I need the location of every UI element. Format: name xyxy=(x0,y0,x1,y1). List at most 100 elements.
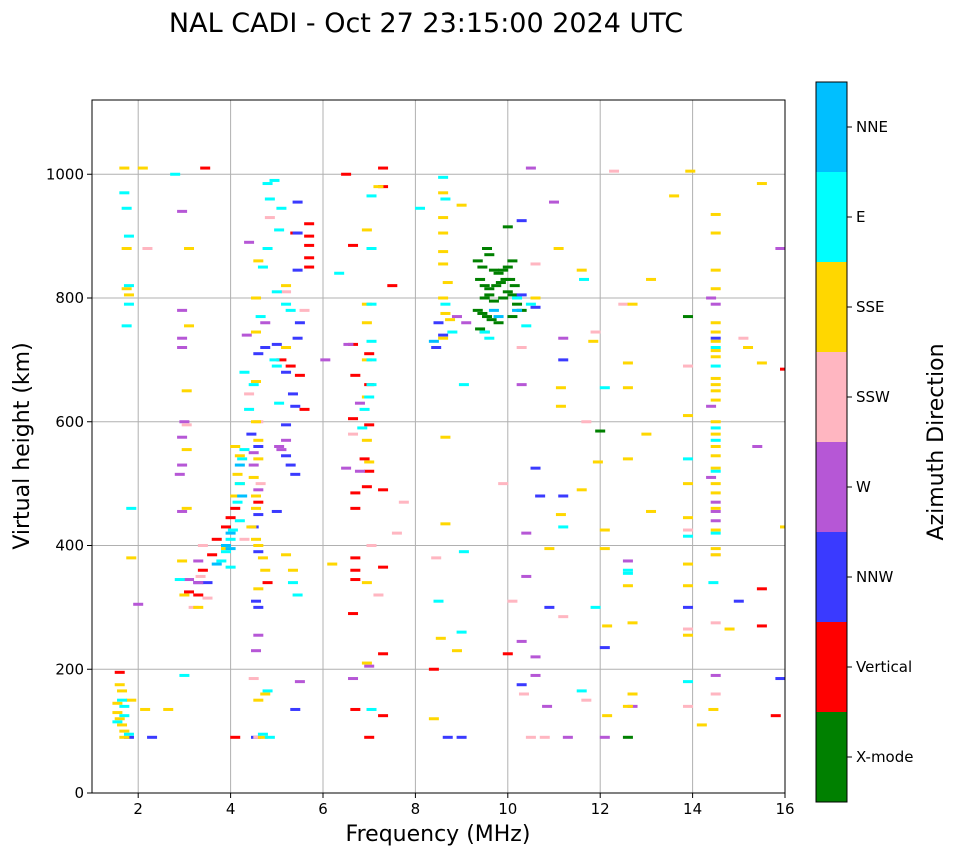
data-point xyxy=(599,735,610,739)
data-point xyxy=(502,290,513,294)
data-point xyxy=(398,500,409,504)
data-point xyxy=(479,296,490,300)
data-point xyxy=(682,457,693,461)
data-point xyxy=(733,599,744,603)
data-point xyxy=(512,302,523,306)
y-tick-label: 200 xyxy=(55,660,84,678)
data-point xyxy=(366,247,377,250)
data-point xyxy=(682,704,693,708)
data-point xyxy=(431,556,442,560)
data-point xyxy=(451,649,462,653)
data-point xyxy=(710,268,721,272)
y-tick-label: 600 xyxy=(55,413,84,431)
data-point xyxy=(682,516,693,520)
data-point xyxy=(253,605,264,609)
data-point xyxy=(200,166,211,170)
data-point xyxy=(456,203,467,207)
data-point xyxy=(117,689,128,693)
data-point xyxy=(193,581,204,585)
colorbar-swatch xyxy=(816,532,847,622)
data-point xyxy=(343,342,354,346)
data-point xyxy=(710,528,721,532)
data-point xyxy=(251,380,262,384)
data-point xyxy=(710,398,721,402)
data-point xyxy=(710,212,721,216)
data-point xyxy=(486,318,497,322)
data-point xyxy=(710,445,721,448)
data-point xyxy=(260,321,271,325)
data-point xyxy=(348,243,359,247)
data-point xyxy=(555,513,566,517)
x-axis-ticks: 2 4 6 8 10 12 14 16 xyxy=(133,793,795,818)
data-point xyxy=(366,383,377,387)
data-point xyxy=(142,247,153,250)
data-point xyxy=(179,673,190,677)
data-point xyxy=(225,537,236,541)
data-point xyxy=(595,429,606,433)
data-point xyxy=(710,547,721,551)
colorbar-tick-label: X-mode xyxy=(856,748,913,766)
data-point xyxy=(482,247,493,250)
data-point xyxy=(225,565,236,569)
data-point xyxy=(197,544,208,547)
data-point xyxy=(682,680,693,684)
data-point xyxy=(627,302,638,306)
data-point xyxy=(230,445,241,448)
data-point xyxy=(257,735,268,739)
data-point xyxy=(253,633,264,637)
data-point xyxy=(477,311,488,315)
data-point xyxy=(133,602,144,606)
data-point xyxy=(126,506,137,510)
data-point xyxy=(177,509,188,513)
x-tick-label: 12 xyxy=(591,800,610,818)
data-point xyxy=(276,358,287,362)
data-point xyxy=(285,308,296,312)
data-point xyxy=(241,333,252,337)
data-point xyxy=(710,346,721,349)
data-point xyxy=(622,584,633,588)
series-nne xyxy=(211,308,523,566)
data-point xyxy=(682,528,693,532)
data-point xyxy=(262,581,273,585)
data-point xyxy=(260,568,271,572)
data-point xyxy=(119,714,130,718)
data-point xyxy=(558,494,569,498)
data-point xyxy=(320,358,331,362)
data-point xyxy=(251,537,262,541)
data-point xyxy=(447,330,458,334)
data-point xyxy=(482,315,493,319)
data-point xyxy=(271,509,282,513)
data-point xyxy=(361,485,372,489)
data-point xyxy=(294,680,305,684)
data-point xyxy=(181,448,192,452)
data-point xyxy=(304,265,315,269)
data-point xyxy=(281,454,292,458)
data-point xyxy=(211,537,222,541)
data-point xyxy=(710,482,721,486)
data-point xyxy=(112,720,123,724)
data-point xyxy=(220,525,231,529)
data-point xyxy=(493,321,504,325)
data-point xyxy=(364,395,375,399)
data-point xyxy=(530,673,541,677)
data-point xyxy=(710,531,721,535)
data-point xyxy=(484,336,495,340)
data-point xyxy=(477,265,488,269)
data-point xyxy=(364,423,375,427)
data-point xyxy=(177,559,188,563)
data-point xyxy=(253,352,264,356)
data-point xyxy=(518,692,529,696)
data-point xyxy=(502,225,513,229)
data-point xyxy=(193,593,204,597)
data-point xyxy=(121,206,132,210)
data-point xyxy=(269,358,280,362)
series-ssw xyxy=(142,169,749,739)
series-w xyxy=(133,166,785,739)
data-point xyxy=(440,311,451,315)
data-point xyxy=(271,364,282,368)
data-point xyxy=(756,361,767,365)
data-point xyxy=(646,509,657,513)
data-point xyxy=(350,491,361,495)
data-point xyxy=(232,472,243,476)
data-point xyxy=(244,240,255,244)
